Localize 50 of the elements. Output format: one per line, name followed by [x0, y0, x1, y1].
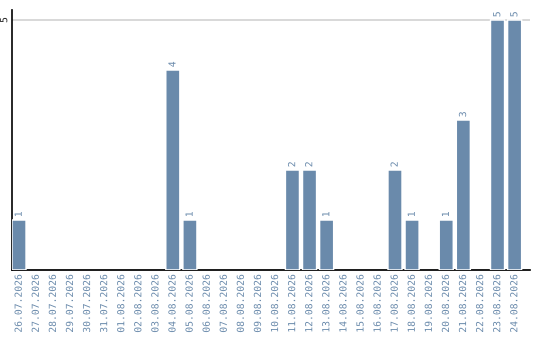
bar [506, 19, 522, 270]
x-tick-label: 03.08.2026 [151, 274, 159, 332]
data-label: 1 [14, 212, 22, 216]
bar [284, 169, 300, 270]
x-tick-label: 13.08.2026 [322, 274, 330, 332]
data-label: 1 [322, 212, 330, 216]
x-tick-label: 26.07.2026 [14, 274, 22, 332]
x-tick-label: 29.07.2026 [66, 274, 74, 332]
x-tick-label: 04.08.2026 [168, 274, 176, 332]
data-label: 4 [168, 62, 176, 67]
x-tick-label: 30.07.2026 [82, 274, 90, 332]
x-tick-label: 02.08.2026 [134, 274, 142, 332]
bar [490, 19, 506, 270]
bar [302, 169, 318, 270]
x-tick-label: 05.08.2026 [185, 274, 193, 332]
x-tick-label: 08.08.2026 [236, 274, 244, 332]
x-tick-label: 23.08.2026 [493, 274, 500, 332]
x-tick-label: 12.08.2026 [305, 274, 312, 332]
x-tick-label: 10.08.2026 [270, 274, 278, 332]
x-tick-label: 19.08.2026 [424, 274, 432, 332]
x-tick-label: 17.08.2026 [390, 274, 398, 332]
data-label: 3 [458, 112, 466, 117]
bar [404, 219, 420, 270]
data-label: 2 [305, 162, 312, 166]
x-tick-label: 11.08.2026 [288, 274, 296, 332]
bar [12, 219, 27, 270]
data-label: 5 [493, 12, 500, 17]
data-label: 2 [288, 162, 296, 166]
x-tick-label: 09.08.2026 [254, 274, 262, 332]
x-tick-label: 15.08.2026 [356, 274, 364, 332]
bar [387, 169, 403, 270]
x-tick-label: 18.08.2026 [408, 274, 415, 332]
x-tick-label: 27.07.2026 [32, 274, 39, 332]
x-tick-label: 22.08.2026 [476, 274, 484, 332]
x-tick-label: 16.08.2026 [373, 274, 381, 332]
x-tick-label: 21.08.2026 [458, 274, 466, 332]
x-tick-label: 24.08.2026 [510, 274, 518, 332]
x-tick-label: 20.08.2026 [442, 274, 450, 332]
data-label: 1 [442, 212, 449, 216]
x-tick-label: 06.08.2026 [202, 274, 210, 332]
data-label: 5 [510, 12, 518, 17]
x-tick-label: 28.07.2026 [48, 274, 56, 332]
data-label: 2 [390, 162, 398, 166]
x-tick-label: 31.07.2026 [100, 274, 108, 332]
data-label: 1 [186, 212, 193, 216]
x-tick-label: 14.08.2026 [339, 274, 347, 332]
x-tick-label: 01.08.2026 [117, 274, 124, 332]
bar [318, 219, 334, 270]
data-label: 1 [408, 212, 415, 216]
x-tick-label: 07.08.2026 [220, 274, 227, 332]
